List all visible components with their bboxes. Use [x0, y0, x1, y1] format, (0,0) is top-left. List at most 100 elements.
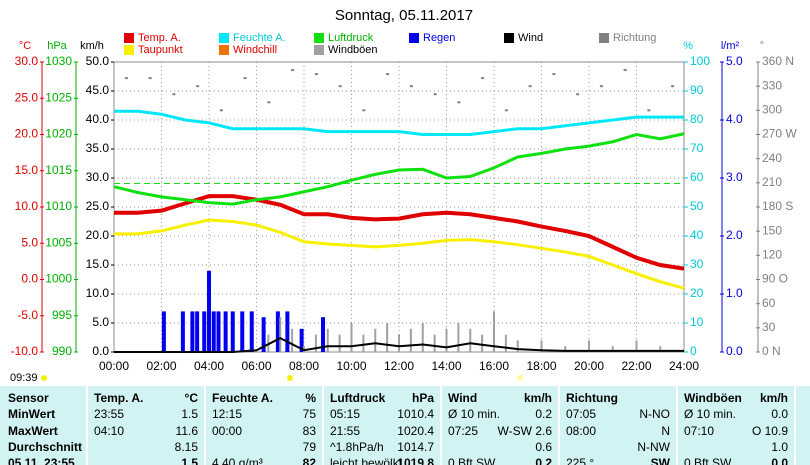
direction-dot: [362, 109, 366, 112]
bar: [445, 328, 448, 352]
direction-dot: [172, 93, 176, 96]
y-tick-label: -10.0: [11, 344, 39, 358]
y-tick-label: 120: [762, 248, 782, 262]
table-header: Richtung: [566, 391, 618, 405]
y-tick-label: 270 W: [762, 127, 797, 141]
y-tick-label: 15.0: [86, 257, 110, 271]
cell-value: N: [661, 423, 670, 438]
cell-value: N-NO: [639, 407, 670, 422]
y-tick-label: 30.0: [15, 54, 39, 68]
x-tick-label: 24:00: [669, 359, 699, 373]
bar: [469, 328, 472, 352]
legend-swatch: [314, 45, 324, 55]
y-tick-label: 30: [762, 320, 776, 334]
legend-label: Regen: [423, 32, 455, 44]
cell-text: 0 Bft SW: [448, 456, 496, 465]
direction-dot: [409, 85, 413, 88]
y-tick-label: 40: [690, 228, 704, 242]
axis-title: km/h: [80, 40, 104, 52]
cell-text: Ø 10 min.: [448, 407, 501, 422]
y-tick-label: 5.0: [726, 54, 743, 68]
y-tick-label: 25.0: [15, 90, 39, 104]
x-tick-label: 18:00: [526, 359, 556, 373]
y-tick-label: 10.0: [86, 286, 110, 300]
bar: [211, 311, 216, 352]
cell-text: 07:25: [448, 423, 479, 438]
y-tick-label: 300: [762, 103, 782, 117]
column-divider: [322, 386, 324, 465]
y-tick-label: 1005: [45, 235, 72, 249]
x-tick-label: 02:00: [146, 359, 176, 373]
x-tick-label: 12:00: [384, 359, 414, 373]
y-tick-label: 50: [690, 199, 704, 213]
summary-table: Sensor Temp. A. °C Feuchte A.% Luftdruck hPa W…: [0, 386, 810, 465]
x-tick-label: 06:00: [241, 359, 271, 373]
bar: [374, 328, 377, 352]
bar: [409, 328, 412, 352]
x-tick-label: 14:00: [431, 359, 461, 373]
cell-text: 12:15: [212, 407, 243, 422]
y-tick-label: 360 N: [762, 54, 794, 68]
series-line: [114, 109, 684, 136]
bar: [195, 311, 200, 352]
cell-text: 07:05: [566, 407, 597, 422]
legend-swatch: [219, 45, 229, 55]
y-tick-label: 150: [762, 223, 782, 237]
y-tick-label: 60: [762, 296, 776, 310]
cell-value: 75: [302, 407, 316, 422]
bar: [635, 340, 638, 352]
bar: [421, 323, 424, 352]
legend-label: Windchill: [233, 44, 277, 56]
table-header-unit: °C: [184, 391, 198, 405]
cell-text: 05:15: [330, 407, 361, 422]
y-tick-label: 995: [52, 308, 72, 322]
cell-text: 4.40 g/m³: [212, 456, 263, 465]
y-tick-label: 70: [690, 141, 704, 155]
cell-value: 82: [302, 456, 316, 465]
cell-value: 83: [302, 423, 316, 438]
y-tick-label: 0.0: [21, 272, 38, 286]
cell-text: Ø 10 min.: [684, 407, 737, 422]
direction-dot: [267, 101, 271, 104]
legend-swatch: [504, 33, 514, 43]
table-header-unit: hPa: [411, 391, 434, 405]
y-tick-label: 90: [690, 83, 704, 97]
cell-value: W-SW 2.6: [497, 423, 552, 438]
y-tick-label: 100: [690, 54, 710, 68]
y-tick-label: 1010: [45, 199, 72, 213]
cell-text: 08:00: [566, 423, 597, 438]
bar: [321, 317, 325, 352]
direction-dot: [243, 77, 247, 80]
direction-dot: [481, 77, 485, 80]
direction-dot: [291, 69, 295, 72]
y-tick-label: 240: [762, 151, 782, 165]
direction-dot: [196, 85, 200, 88]
axis-title: %: [683, 40, 693, 52]
chart-title: Sonntag, 05.11.2017: [335, 7, 473, 24]
cell-value: 0.2: [535, 407, 552, 422]
cell-text: 0 Bft SW: [684, 456, 732, 465]
legend-label: Wind: [518, 32, 543, 44]
series-line: [114, 218, 685, 290]
y-tick-label: 0 N: [762, 344, 781, 358]
y-tick-label: 210: [762, 175, 782, 189]
bar: [338, 334, 341, 352]
bar: [240, 311, 245, 352]
legend-label: Luftdruck: [328, 32, 374, 44]
x-tick-label: 16:00: [479, 359, 509, 373]
cell-value: 0.2: [535, 456, 552, 465]
direction-dot: [576, 93, 580, 96]
legend-label: Windböen: [328, 44, 378, 56]
bar: [216, 311, 221, 352]
bar: [279, 317, 282, 352]
table-header-unit: %: [305, 391, 316, 405]
cell-value: 0.6: [535, 439, 552, 454]
cell-value: 1020.4: [397, 423, 434, 438]
axis-title: °: [760, 40, 764, 52]
bar: [161, 311, 166, 352]
row-label: MaxWert: [8, 423, 58, 438]
cell-text: ^1.8hPa/h: [330, 439, 384, 454]
bar: [540, 340, 543, 352]
y-tick-label: 80: [690, 112, 704, 126]
row-label: MinWert: [8, 407, 56, 422]
